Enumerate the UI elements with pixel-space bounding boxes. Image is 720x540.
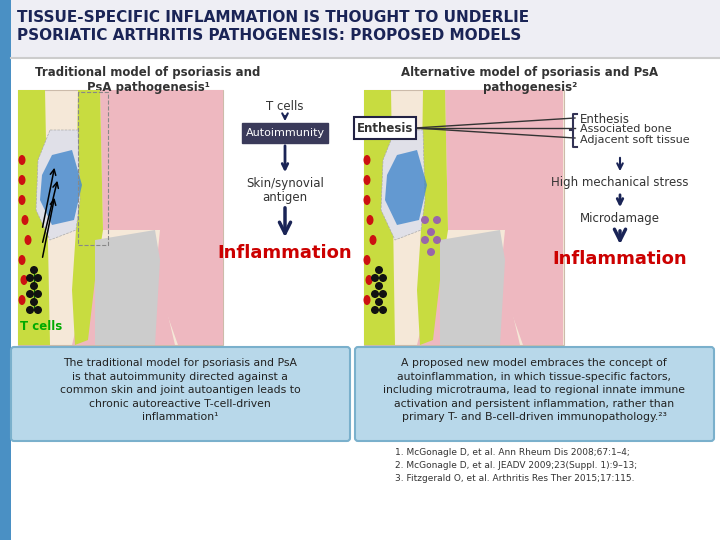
Text: Alternative model of psoriasis and PsA
pathogenesis²: Alternative model of psoriasis and PsA p… xyxy=(402,66,659,94)
Ellipse shape xyxy=(369,235,377,245)
Polygon shape xyxy=(95,230,160,345)
Polygon shape xyxy=(72,90,103,345)
Polygon shape xyxy=(417,90,448,345)
Circle shape xyxy=(375,298,383,306)
Text: Associated bone: Associated bone xyxy=(580,124,672,134)
Circle shape xyxy=(34,274,42,282)
Polygon shape xyxy=(18,90,50,345)
Circle shape xyxy=(427,248,435,256)
Ellipse shape xyxy=(364,195,371,205)
Text: T cells: T cells xyxy=(266,100,304,113)
Text: The traditional model for psoriasis and PsA
is that autoimmunity directed agains: The traditional model for psoriasis and … xyxy=(60,358,300,422)
Circle shape xyxy=(26,290,34,298)
Text: Adjacent soft tissue: Adjacent soft tissue xyxy=(580,135,690,145)
Polygon shape xyxy=(445,90,563,230)
Circle shape xyxy=(371,306,379,314)
Polygon shape xyxy=(100,90,223,230)
Circle shape xyxy=(421,216,429,224)
Ellipse shape xyxy=(364,295,371,305)
Text: A proposed new model embraces the concept of
autoinflammation, in which tissue-s: A proposed new model embraces the concep… xyxy=(383,358,685,422)
Polygon shape xyxy=(381,130,425,240)
Ellipse shape xyxy=(364,175,371,185)
Text: Enthesis: Enthesis xyxy=(357,122,413,134)
Circle shape xyxy=(34,306,42,314)
Text: T cells: T cells xyxy=(20,320,62,333)
Circle shape xyxy=(379,274,387,282)
Circle shape xyxy=(427,228,435,236)
Text: Inflammation: Inflammation xyxy=(553,250,688,268)
Circle shape xyxy=(421,236,429,244)
FancyBboxPatch shape xyxy=(354,117,416,139)
Bar xyxy=(364,90,564,345)
Ellipse shape xyxy=(22,215,29,225)
Polygon shape xyxy=(72,260,175,345)
Text: Enthesis: Enthesis xyxy=(580,113,630,126)
Circle shape xyxy=(30,266,38,274)
Text: antigen: antigen xyxy=(262,191,307,204)
Ellipse shape xyxy=(19,175,25,185)
Polygon shape xyxy=(500,180,563,345)
Circle shape xyxy=(30,298,38,306)
Text: TISSUE-SPECIFIC INFLAMMATION IS THOUGHT TO UNDERLIE: TISSUE-SPECIFIC INFLAMMATION IS THOUGHT … xyxy=(17,10,529,25)
Circle shape xyxy=(379,306,387,314)
Ellipse shape xyxy=(366,275,372,285)
Text: Microdamage: Microdamage xyxy=(580,212,660,225)
FancyBboxPatch shape xyxy=(11,347,350,441)
Circle shape xyxy=(375,266,383,274)
Bar xyxy=(0,0,11,540)
Ellipse shape xyxy=(20,275,27,285)
Circle shape xyxy=(30,282,38,290)
Ellipse shape xyxy=(366,215,374,225)
Circle shape xyxy=(433,236,441,244)
Ellipse shape xyxy=(364,255,371,265)
Ellipse shape xyxy=(19,195,25,205)
Polygon shape xyxy=(40,150,82,225)
Ellipse shape xyxy=(19,295,25,305)
Circle shape xyxy=(371,274,379,282)
Text: High mechanical stress: High mechanical stress xyxy=(552,176,689,189)
Text: Inflammation: Inflammation xyxy=(217,244,352,262)
Circle shape xyxy=(26,274,34,282)
Polygon shape xyxy=(155,180,223,345)
Circle shape xyxy=(26,306,34,314)
Ellipse shape xyxy=(19,155,25,165)
Circle shape xyxy=(379,290,387,298)
FancyBboxPatch shape xyxy=(355,347,714,441)
Text: Autoimmunity: Autoimmunity xyxy=(246,128,325,138)
Bar xyxy=(11,0,720,58)
Text: PSORIATIC ARTHRITIS PATHOGENESIS: PROPOSED MODELS: PSORIATIC ARTHRITIS PATHOGENESIS: PROPOS… xyxy=(17,28,521,43)
FancyBboxPatch shape xyxy=(242,123,328,143)
Ellipse shape xyxy=(24,235,32,245)
Polygon shape xyxy=(364,90,395,345)
Text: Skin/synovial: Skin/synovial xyxy=(246,177,324,190)
Text: Traditional model of psoriasis and
PsA pathogenesis¹: Traditional model of psoriasis and PsA p… xyxy=(35,66,261,94)
Ellipse shape xyxy=(364,155,371,165)
Circle shape xyxy=(34,290,42,298)
Polygon shape xyxy=(385,150,427,225)
Polygon shape xyxy=(440,230,505,345)
Circle shape xyxy=(371,290,379,298)
Circle shape xyxy=(433,216,441,224)
Text: 1. McGonagle D, et al. Ann Rheum Dis 2008;67:1–4;
2. McGonagle D, et al. JEADV 2: 1. McGonagle D, et al. Ann Rheum Dis 200… xyxy=(395,448,637,483)
Circle shape xyxy=(375,282,383,290)
Polygon shape xyxy=(417,260,520,345)
Bar xyxy=(18,90,223,345)
Polygon shape xyxy=(36,130,80,240)
Ellipse shape xyxy=(19,255,25,265)
